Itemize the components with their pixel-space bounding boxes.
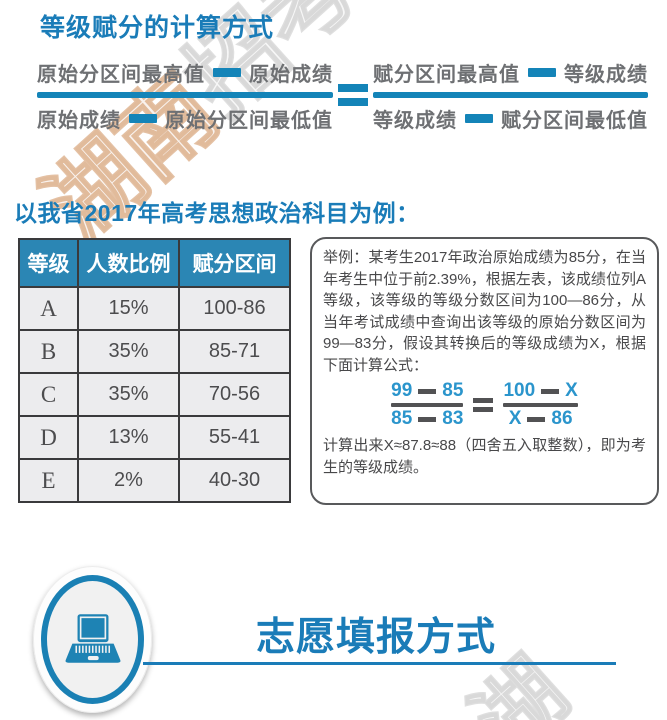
- cell-range: 85-71: [178, 329, 291, 374]
- example-section-title: 以我省2017年高考思想政治科目为例：: [14, 200, 420, 226]
- label-assigned-interval-max: 赋分区间最高值: [373, 63, 520, 86]
- formula-right-numerator: 赋分区间最高值 等级成绩: [373, 52, 648, 92]
- table-row: A 15% 100-86: [18, 286, 291, 331]
- column-header-grade: 等级: [18, 238, 79, 288]
- cell-ratio: 15%: [77, 286, 180, 331]
- value-83: 83: [442, 408, 464, 429]
- formula-left-fraction: 原始分区间最高值 原始成绩 原始成绩 原始分区间最低值: [37, 52, 333, 138]
- label-raw-interval-min: 原始分区间最低值: [165, 109, 333, 132]
- grade-table: 等级 人数比例 赋分区间 A 15% 100-86 B 35% 85-71 C: [18, 238, 291, 503]
- equals-icon: [338, 84, 368, 106]
- cell-grade: B: [18, 329, 79, 374]
- minus-icon: [213, 67, 241, 77]
- example-right-numerator: 100 X: [503, 379, 577, 403]
- label-grade-score: 等级成绩: [564, 63, 648, 86]
- page-title: 等级赋分的计算方式: [40, 14, 275, 42]
- table-row: B 35% 85-71: [18, 329, 291, 374]
- cell-grade: D: [18, 415, 79, 460]
- value-85: 85: [391, 408, 413, 429]
- minus-icon: [541, 388, 560, 394]
- minus-icon: [129, 113, 157, 123]
- minus-icon: [418, 416, 437, 422]
- example-right-denominator: X 86: [509, 407, 573, 431]
- equals-icon: [473, 398, 494, 412]
- label-raw-score: 原始成绩: [249, 63, 333, 86]
- cell-range: 70-56: [178, 372, 291, 417]
- label-assigned-interval-min: 赋分区间最低值: [501, 109, 648, 132]
- fraction-bar: [391, 403, 464, 407]
- fraction-bar: [373, 92, 648, 98]
- column-header-range: 赋分区间: [178, 238, 291, 288]
- value-99: 99: [391, 380, 413, 401]
- table-row: C 35% 70-56: [18, 372, 291, 417]
- fraction-bar: [37, 92, 333, 98]
- example-left-numerator: 99 85: [391, 379, 463, 403]
- cell-range: 40-30: [178, 458, 291, 503]
- example-formula: 99 85 85 83 100 X: [323, 379, 646, 431]
- value-85: 85: [442, 380, 464, 401]
- table-row: D 13% 55-41: [18, 415, 291, 460]
- fraction-bar: [503, 403, 578, 407]
- cell-ratio: 35%: [77, 372, 180, 417]
- example-left-fraction: 99 85 85 83: [391, 379, 464, 431]
- cell-ratio: 35%: [77, 329, 180, 374]
- value-x: X: [565, 380, 578, 401]
- value-100: 100: [503, 380, 536, 401]
- footer-section-title: 志愿填报方式: [256, 616, 497, 659]
- cell-range: 100-86: [178, 286, 291, 331]
- cell-grade: E: [18, 458, 79, 503]
- formula-left-numerator: 原始分区间最高值 原始成绩: [37, 52, 333, 92]
- grade-formula: 原始分区间最高值 原始成绩 原始成绩 原始分区间最低值 赋分区间最高值 等级成绩: [37, 52, 648, 138]
- cell-range: 55-41: [178, 415, 291, 460]
- laptop-icon: [65, 613, 120, 663]
- label-raw-score: 原始成绩: [37, 109, 121, 132]
- label-grade-score: 等级成绩: [373, 109, 457, 132]
- value-x: X: [508, 408, 522, 429]
- label-raw-interval-max: 原始分区间最高值: [37, 63, 205, 86]
- formula-right-denominator: 等级成绩 赋分区间最低值: [373, 98, 648, 138]
- example-result-text: 计算出来X≈87.8≈88（四舍五入取整数），即为考生的等级成绩。: [323, 437, 646, 476]
- laptop-badge-ring: [41, 575, 144, 704]
- minus-icon: [465, 113, 493, 123]
- cell-grade: C: [18, 372, 79, 417]
- minus-icon: [528, 67, 556, 77]
- laptop-badge: [33, 566, 152, 713]
- example-box: 举例：某考生2017年政治原始成绩为85分，在当年考生中位于前2.39%，根据左…: [310, 237, 659, 505]
- formula-right-fraction: 赋分区间最高值 等级成绩 等级成绩 赋分区间最低值: [373, 52, 648, 138]
- minus-icon: [527, 416, 546, 422]
- column-header-ratio: 人数比例: [77, 238, 180, 288]
- table-row: E 2% 40-30: [18, 458, 291, 503]
- minus-icon: [418, 388, 437, 394]
- cell-grade: A: [18, 286, 79, 331]
- example-left-denominator: 85 83: [391, 407, 463, 431]
- example-intro-text: 举例：某考生2017年政治原始成绩为85分，在当年考生中位于前2.39%，根据左…: [323, 249, 646, 374]
- formula-left-denominator: 原始成绩 原始分区间最低值: [37, 98, 333, 138]
- footer-divider-line: [143, 662, 616, 665]
- cell-ratio: 2%: [77, 458, 180, 503]
- example-right-fraction: 100 X X 86: [503, 379, 578, 431]
- cell-ratio: 13%: [77, 415, 180, 460]
- table-header-row: 等级 人数比例 赋分区间: [18, 238, 291, 288]
- value-86: 86: [551, 408, 573, 429]
